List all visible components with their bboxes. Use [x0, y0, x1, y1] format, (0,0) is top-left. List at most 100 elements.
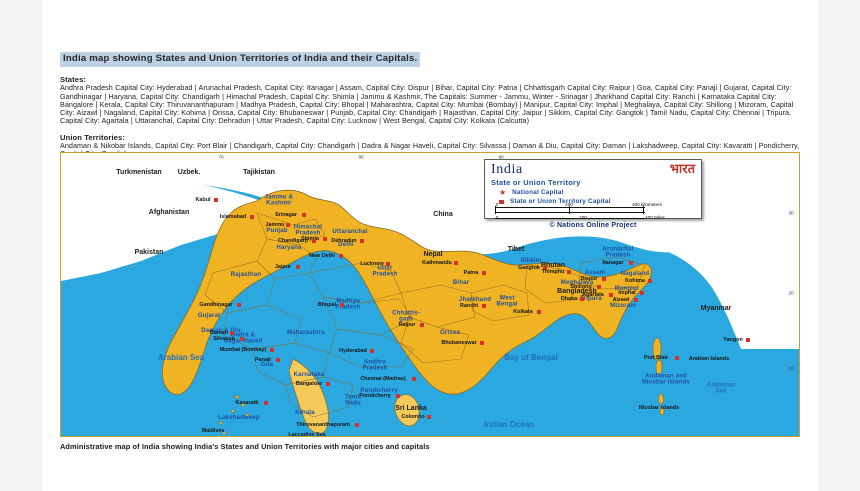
graticule-label-10: 10	[788, 365, 794, 371]
star-icon: ★	[499, 187, 507, 197]
country-label-uzbek: Uzbek.	[177, 168, 201, 176]
scale-km-label-2: 400 kilometers	[632, 202, 662, 207]
legend-scale-bar: 0 200 400 kilometers 0 200 400 Miles	[491, 202, 695, 220]
graticule-label-20: 20	[788, 290, 794, 296]
capital-marker-bhopal	[339, 303, 344, 307]
capital-marker-dhaka	[580, 297, 584, 301]
legend-title-english: India	[491, 162, 523, 177]
state-label-assam: Assam	[584, 269, 606, 276]
state-label-punjab: Punjab	[266, 227, 288, 234]
capital-marker-dehradun	[359, 239, 364, 243]
city-label-itanagar: Itanagar	[602, 259, 624, 266]
capital-marker-yangon	[745, 338, 750, 342]
city-label-thiruvananthapuram: Thiruvananthapuram	[296, 421, 350, 428]
state-label-karnataka: Karnataka	[293, 371, 325, 378]
capital-marker-ranchi	[481, 304, 486, 308]
capital-marker-dispur	[601, 277, 606, 281]
state-label-kerala: Kerala	[295, 409, 315, 416]
scale-mi-label-2: 400 Miles	[645, 214, 665, 220]
city-label-chandigarh: Chandigarh	[278, 237, 308, 244]
capital-marker-gangtok	[543, 266, 548, 270]
city-label-port-blair: Port Blair	[643, 354, 669, 361]
country-label-afghanistan: Afghanistan	[148, 208, 190, 216]
capital-marker-aizawl	[633, 298, 638, 302]
legend-credit: © Nations Online Project	[549, 222, 637, 229]
city-label-kolkata: Kolkata	[513, 308, 533, 315]
country-label-pakistan: Pakistan	[134, 248, 164, 256]
capital-marker-lucknow	[386, 262, 391, 266]
scale-km-label-0: 0	[495, 202, 499, 207]
water-label-andaman-sea: Andaman Sea	[706, 381, 736, 395]
capital-marker-thiruvananthapuram	[354, 423, 359, 427]
city-label-lucknow: Lucknow	[360, 260, 384, 267]
capital-marker-daman	[230, 331, 234, 335]
states-body: Andhra Pradesh Capital City: Hyderabad |…	[60, 83, 794, 125]
state-label-maharashtra: Maharashtra	[287, 329, 325, 336]
city-label-panaji: Panaji	[255, 356, 271, 363]
square-icon	[499, 199, 504, 204]
state-label-sikkim: Sikkim	[520, 257, 542, 264]
state-label-rajasthan: Rajasthan	[230, 271, 262, 278]
city-label-agartala: Agartala	[582, 291, 604, 298]
legend-item-national-capital: ★ National Capital	[491, 187, 695, 197]
city-label-gangtok: Gangtok	[518, 264, 540, 271]
city-label-jaipur: Jaipur	[274, 263, 292, 270]
city-label-aizawl: Aizawl	[612, 296, 630, 303]
capital-marker-port-blair	[675, 356, 679, 360]
state-label-goa: Goa	[260, 361, 274, 368]
scale-mi-label-0: 0	[495, 214, 499, 220]
city-label-pondicherry: Pondicherry	[359, 392, 391, 399]
city-label-thimphu: Thimphu	[541, 268, 565, 275]
city-label-kabul: Kabul	[195, 196, 211, 203]
graticule-label-80: 80	[358, 154, 364, 160]
state-label-madhya-pradesh: Madhya Pradesh	[335, 298, 361, 311]
legend-label-state-capital: State or Union Territory Capital	[510, 198, 611, 205]
city-label-arabian-islands: Arabian Islands	[688, 355, 730, 362]
country-label-china: China	[433, 210, 453, 218]
state-label-haryana: Haryana	[276, 244, 302, 251]
capital-marker-itanagar	[628, 261, 633, 265]
state-label-chhattis-garh: Chhattis-garh	[392, 310, 420, 323]
capital-marker-panaji	[275, 358, 280, 362]
capital-marker-pondicherry	[395, 394, 400, 398]
city-label-hyderabad: Hyderabad	[339, 347, 367, 354]
capital-marker-chennai-madras	[411, 377, 416, 381]
capital-marker-kolkata	[537, 310, 542, 314]
city-label-yangon: Yangon	[723, 336, 743, 343]
capital-marker-raipur	[419, 323, 424, 327]
scale-km-label-1: 200	[565, 202, 573, 207]
state-label-uttar-pradesh: Uttar Pradesh	[372, 265, 398, 278]
document-sheet: India map showing States and Union Terri…	[42, 0, 818, 491]
state-label-himachal-pradesh: Himachal Pradesh	[293, 224, 323, 237]
capital-marker-bhubaneswar	[479, 341, 484, 345]
city-label-ranchi: Ranchi	[460, 302, 478, 309]
legend-item-state-capital: State or Union Territory Capital	[491, 198, 695, 205]
water-label-indian-ocean: Indian Ocean	[483, 419, 535, 429]
capital-marker-shillong	[596, 285, 601, 289]
capital-marker-silvassa	[239, 337, 244, 341]
state-label-tamil-nadu: Tamil Nadu	[344, 394, 362, 407]
document-content: India map showing States and Union Terri…	[60, 48, 800, 158]
union-territories-heading: Union Territories:	[60, 132, 125, 142]
capital-marker-jaipur	[295, 265, 300, 269]
city-label-silvassa: Silvassa	[213, 335, 235, 342]
figure-caption: Administrative map of India showing Indi…	[60, 442, 430, 451]
state-label-delhi: Delhi	[338, 241, 354, 248]
city-label-raipur: Raipur	[398, 321, 416, 328]
graticule-label-70: 70	[218, 154, 224, 160]
capital-marker-srinagar	[301, 213, 306, 217]
scale-mi-ticks: 0 200 400 Miles	[495, 213, 665, 220]
city-label-imphal: Imphal	[618, 289, 636, 296]
state-label-west-bengal: West Bengal	[496, 295, 518, 308]
country-label-nepal: Nepal	[423, 250, 443, 258]
state-label-lakshadweep: Lakshadweep	[218, 414, 260, 421]
city-label-kavaratti: Kavaratti	[235, 399, 259, 406]
capital-marker-colombo	[427, 415, 432, 419]
state-label-gujarat: Gujarat	[197, 312, 221, 319]
legend-subtitle: State or Union Territory	[491, 178, 581, 187]
capital-marker-gandhinagar	[236, 303, 241, 307]
water-label-arabian-sea: Arabian Sea	[157, 352, 205, 362]
capital-marker-agartala	[608, 293, 613, 297]
map-figure: Afghanistan Pakistan China Nepal Bhutan Tibet…	[60, 152, 800, 474]
